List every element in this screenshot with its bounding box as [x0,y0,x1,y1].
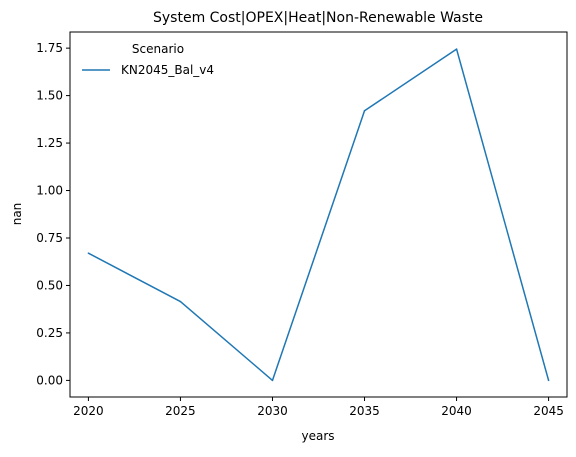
legend-label-kn2045-bal-v4: KN2045_Bal_v4 [121,63,214,77]
x-tick-label: 2030 [257,404,288,418]
x-tick-label: 2045 [533,404,564,418]
y-tick-label: 0.00 [36,373,63,387]
x-axis-ticks: 2020 2025 2030 2035 2040 2045 [73,397,564,418]
x-tick-label: 2040 [441,404,472,418]
y-tick-label: 0.75 [36,231,63,245]
x-tick-label: 2025 [165,404,196,418]
y-tick-label: 1.00 [36,184,63,198]
data-point [87,252,90,254]
legend: Scenario KN2045_Bal_v4 [82,42,214,77]
data-point [271,379,274,382]
data-point [179,300,182,303]
x-tick-label: 2020 [73,404,104,418]
y-axis-label: nan [10,203,24,226]
series-layer [87,48,550,382]
y-tick-label: 1.25 [36,136,63,150]
plot-frame [69,31,568,398]
y-tick-label: 1.75 [36,41,63,55]
x-axis-label: years [301,429,334,443]
chart-title: System Cost|OPEX|Heat|Non-Renewable Wast… [153,10,483,26]
data-point [363,110,366,112]
legend-title: Scenario [132,42,184,56]
x-tick-label: 2035 [349,404,380,418]
series-line-kn2045-bal-v4 [88,48,550,382]
y-tick-label: 0.50 [36,278,63,292]
y-axis-ticks: 0.00 0.25 0.50 0.75 1.00 1.25 1.50 1.75 [36,41,70,387]
y-tick-label: 1.50 [36,89,63,103]
data-point [547,379,550,382]
y-tick-label: 0.25 [36,326,63,340]
data-point [455,48,458,50]
